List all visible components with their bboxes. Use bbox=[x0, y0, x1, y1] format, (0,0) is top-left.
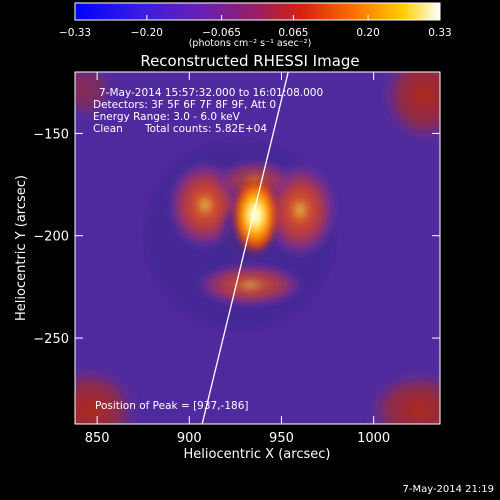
y-tick-label: −200 bbox=[33, 230, 69, 245]
colorbar-unit-label: (photons cm⁻² s⁻¹ asec⁻²) bbox=[188, 38, 312, 49]
x-tick-label: 1000 bbox=[357, 431, 390, 446]
timestamp: 7-May-2014 21:19 bbox=[402, 484, 494, 495]
colorbar-tick-label: 0.33 bbox=[428, 27, 451, 39]
info-energy-range: Energy Range: 3.0 - 6.0 keV bbox=[93, 111, 241, 123]
colorbar-tick-label: −0.065 bbox=[202, 27, 241, 39]
colorbar: −0.33 −0.20 −0.065 0.065 0.20 0.33 bbox=[59, 2, 452, 39]
info-total-counts: Total counts: 5.82E+04 bbox=[144, 123, 267, 135]
x-tick-label: 950 bbox=[269, 431, 294, 446]
colorbar-gradient bbox=[74, 2, 441, 21]
peak-position-label: Position of Peak = [937,-186] bbox=[95, 400, 249, 412]
heatmap-image bbox=[75, 72, 440, 424]
colorbar-tick-label: 0.065 bbox=[278, 27, 308, 39]
x-axis-label: Heliocentric X (arcsec) bbox=[184, 447, 331, 462]
y-axis-label: Heliocentric Y (arcsec) bbox=[14, 175, 29, 321]
chart-title: Reconstructed RHESSI Image bbox=[140, 52, 360, 70]
y-tick-label: −250 bbox=[33, 332, 69, 347]
plot-frame bbox=[74, 71, 441, 425]
colorbar-tick-label: −0.33 bbox=[59, 27, 91, 39]
colorbar-tick-label: 0.20 bbox=[356, 27, 379, 39]
info-method: Clean bbox=[93, 123, 123, 135]
info-time-range: 7-May-2014 15:57:32.000 to 16:01:08.000 bbox=[99, 87, 323, 99]
peak-source bbox=[231, 175, 280, 256]
x-tick-label: 900 bbox=[177, 431, 202, 446]
x-tick-label: 850 bbox=[85, 431, 110, 446]
solar-limb-line bbox=[201, 72, 289, 424]
info-detectors: Detectors: 3F 5F 6F 7F 8F 9F, Att 0 bbox=[93, 99, 276, 111]
y-tick-label: −150 bbox=[33, 127, 69, 142]
colorbar-tick-label: −0.20 bbox=[131, 27, 163, 39]
